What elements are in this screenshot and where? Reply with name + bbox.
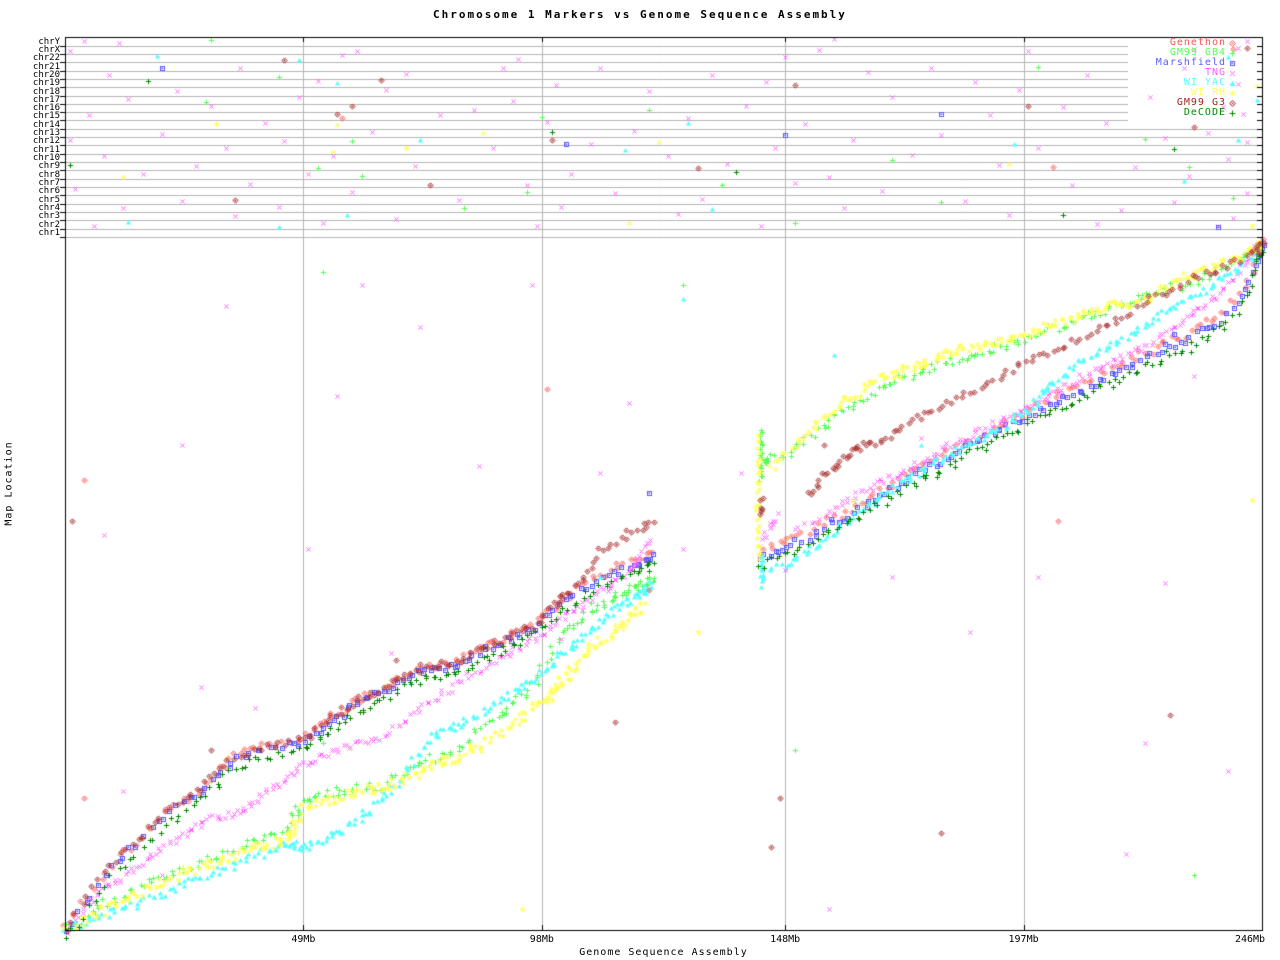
y-tick-label-chr12: chr12 <box>32 136 60 147</box>
legend-item-gm99-g3: GM99 G3 <box>1176 97 1226 108</box>
x-tick-label-49Mb: 49Mb <box>291 934 316 945</box>
legend-item-wi-rh: WI RH <box>1190 87 1226 98</box>
legend-item-decode: DeCODE <box>1183 107 1226 118</box>
x-tick-label-98Mb: 98Mb <box>529 934 554 945</box>
y-tick-label-chr18: chr18 <box>32 86 60 97</box>
legend: Genethon GM99 GB4 Marshfield TNG WI YAC WI RH… <box>1100 38 1226 118</box>
x-axis-title: Genome Sequence Assembly <box>579 947 748 958</box>
y-tick-label-chr10: chr10 <box>32 153 60 164</box>
y-tick-label-chrX: chrX <box>38 44 60 55</box>
y-axis-title: Map Location <box>3 441 15 526</box>
y-tick-label-chr20: chr20 <box>32 69 60 80</box>
legend-item-genethon: Genethon <box>1169 37 1226 48</box>
y-tick-label-chr15: chr15 <box>32 111 60 122</box>
chart-title: Chromosome 1 Markers vs Genome Sequence … <box>433 8 847 21</box>
y-tick-label-chr5: chr5 <box>38 194 60 205</box>
x-tick-label-197Mb: 197Mb <box>1008 934 1039 945</box>
y-tick-label-chr1: chr1 <box>38 227 60 238</box>
y-tick-label-chr11: chr11 <box>32 144 60 155</box>
legend-item-tng: TNG <box>1204 67 1226 78</box>
x-tick-label-148Mb: 148Mb <box>770 934 801 945</box>
y-tick-label-chr7: chr7 <box>38 178 60 189</box>
y-tick-label-chrY: chrY <box>38 36 60 47</box>
y-tick-label-chr2: chr2 <box>38 219 60 230</box>
legend-item-wi-yac: WI YAC <box>1183 77 1226 88</box>
x-tick-label-246Mb: 246Mb <box>1234 934 1266 945</box>
y-tick-label-chr9: chr9 <box>38 161 60 172</box>
y-tick-label-chr17: chr17 <box>32 94 60 105</box>
y-tick-label-chr19: chr19 <box>32 78 60 89</box>
legend-item-marshfield: Marshfield <box>1155 57 1226 68</box>
y-tick-label-chr21: chr21 <box>32 61 60 72</box>
y-tick-label-chr13: chr13 <box>32 128 60 139</box>
y-tick-label-chr16: chr16 <box>32 103 60 114</box>
y-tick-label-chr8: chr8 <box>38 169 60 180</box>
y-tick-label-chr22: chr22 <box>32 53 60 64</box>
y-tick-label-chr6: chr6 <box>38 186 60 197</box>
y-tick-label-chr3: chr3 <box>38 211 60 222</box>
legend-item-gm99-gb4: GM99 GB4 <box>1169 47 1226 58</box>
y-tick-label-chr4: chr4 <box>38 203 60 213</box>
y-tick-label-chr14: chr14 <box>32 119 60 130</box>
